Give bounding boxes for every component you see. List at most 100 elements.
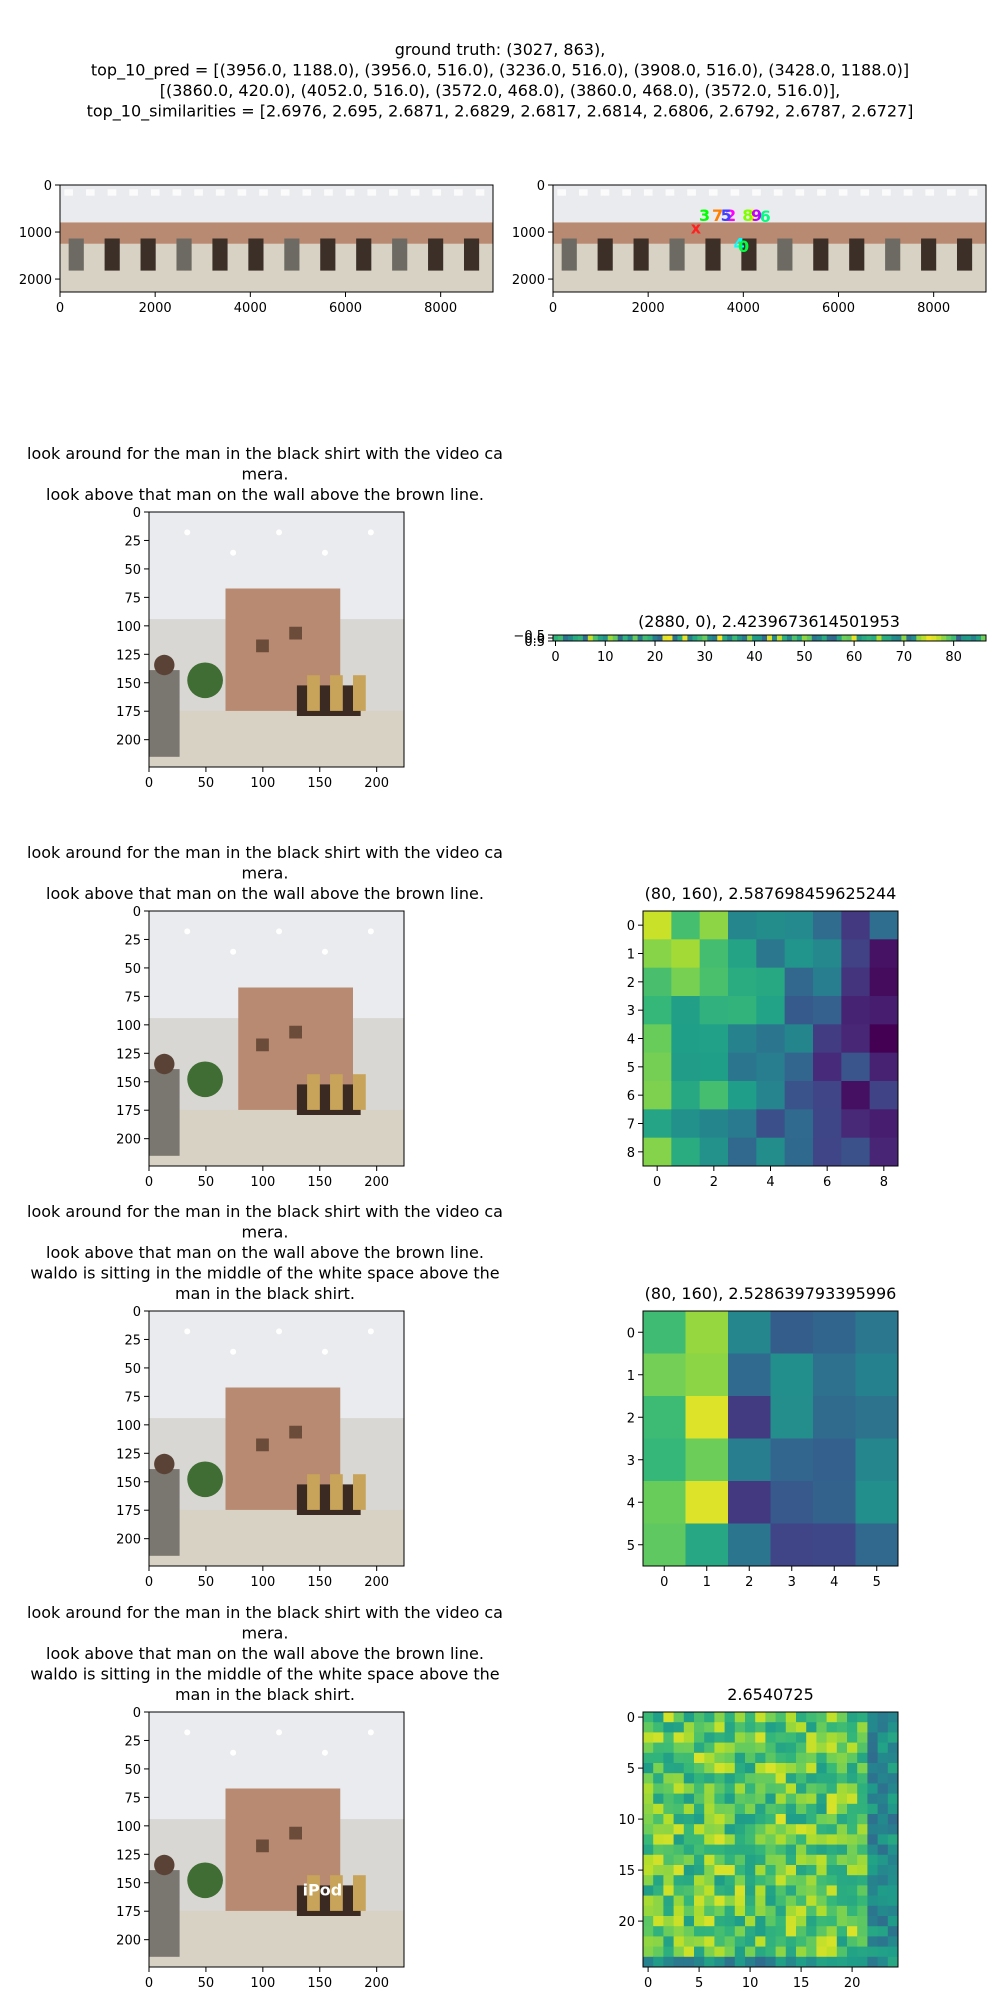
grid-25-cell — [796, 1773, 807, 1784]
grid-25-cell — [643, 1834, 654, 1845]
strip-cell — [687, 635, 693, 641]
pano-figure — [176, 238, 192, 271]
grid-25-cell — [704, 1752, 715, 1764]
grid-25-cell — [714, 1803, 725, 1815]
grid-25-cell — [663, 1783, 674, 1794]
grid-6-cell — [643, 1438, 686, 1482]
ceiling-light — [321, 1348, 328, 1355]
grid-25-cell — [734, 1885, 746, 1896]
strip-cell — [737, 635, 743, 641]
grid-25-cell — [714, 1773, 725, 1784]
strip-cell — [811, 635, 818, 641]
grid-25-cell — [734, 1722, 746, 1733]
grid-25-cell — [867, 1712, 878, 1723]
grid-25-cell — [755, 1722, 766, 1733]
strip-cell — [786, 635, 793, 641]
grid-6-cell — [643, 1396, 686, 1439]
grid-25-cell — [877, 1854, 889, 1866]
grid-25-cell — [704, 1946, 715, 1958]
grid-25-cell — [663, 1793, 674, 1805]
grid-25-cell — [857, 1905, 868, 1917]
grid-25-cell — [775, 1885, 787, 1896]
grid-25-cell — [643, 1956, 654, 1968]
grid-9-cell — [699, 1109, 729, 1139]
grid-25-cell — [806, 1926, 817, 1937]
strip-ytick-label: −0.5 — [513, 629, 545, 644]
view-2-xtick-label: 100 — [250, 1175, 275, 1190]
pano-light — [687, 189, 696, 196]
grid-6-cell — [770, 1523, 814, 1567]
view-3-xtick-label: 0 — [145, 1575, 153, 1590]
grid-25-cell — [867, 1854, 878, 1866]
grid-25-cell — [877, 1722, 889, 1733]
chair — [307, 1474, 320, 1510]
grid-25-cell — [734, 1946, 746, 1958]
pano-light — [345, 189, 355, 196]
grid-6-cell — [685, 1353, 729, 1397]
grid-25-cell — [806, 1763, 817, 1774]
strip-cell — [622, 635, 629, 641]
strip-cell — [692, 635, 698, 641]
grid-25-cell — [694, 1722, 705, 1733]
pano-figure — [392, 238, 408, 271]
grid-25-cell — [745, 1712, 756, 1723]
grid-6-xtick-label: 0 — [660, 1575, 668, 1590]
grid-25-cell — [755, 1844, 766, 1856]
grid-9-cell — [813, 1137, 842, 1167]
grid-25-cell — [867, 1905, 878, 1917]
grid-9-cell — [784, 911, 814, 940]
grid-25-cell — [785, 1752, 797, 1764]
grid-25-cell — [847, 1793, 858, 1805]
strip-cell — [926, 635, 932, 641]
grid-25-cell — [806, 1834, 817, 1845]
grid-25-cell — [755, 1895, 766, 1907]
grid-25-cell — [806, 1946, 817, 1958]
pano-light — [129, 189, 138, 196]
strip-cell — [896, 635, 902, 641]
chair — [330, 675, 343, 711]
grid-9-cell — [841, 1052, 871, 1082]
chair — [330, 1074, 343, 1110]
grid-6-cell — [770, 1311, 814, 1354]
grid-25-cell — [775, 1814, 787, 1825]
strip-xtick-label: 60 — [846, 650, 863, 665]
grid-25-cell — [704, 1885, 715, 1896]
grid-6-cell — [855, 1523, 899, 1567]
strip-cell — [757, 635, 763, 641]
grid-25-cell — [704, 1916, 715, 1927]
grid-25-cell — [847, 1854, 858, 1866]
grid-25-cell — [755, 1814, 766, 1825]
pano-light — [324, 189, 333, 196]
pano-left-xtick-label: 0 — [56, 301, 64, 316]
view-2-title: mera. — [242, 864, 289, 883]
strip-cell — [971, 635, 977, 641]
pano-light — [64, 189, 73, 196]
grid-25-cell — [745, 1763, 756, 1774]
grid-25-cell — [724, 1875, 736, 1886]
grid-9-cell — [841, 939, 871, 969]
grid-25-cell — [836, 1956, 848, 1968]
grid-25-cell — [694, 1916, 705, 1927]
grid-25-cell — [683, 1763, 695, 1774]
grid-25-cell — [785, 1763, 797, 1774]
strip-xtick-label: 30 — [697, 650, 714, 665]
grid-9-cell — [756, 1024, 786, 1054]
view-1-ytick-label: 25 — [124, 534, 141, 549]
view-2-ytick-label: 125 — [116, 1047, 141, 1062]
ceiling-light — [230, 1348, 237, 1355]
view-1-ytick-label: 50 — [124, 563, 141, 578]
grid-25-cell — [836, 1773, 848, 1784]
ceiling-light — [184, 1328, 191, 1335]
grid-9-cell — [841, 1024, 871, 1054]
strip-cell — [697, 635, 703, 641]
chair — [353, 1875, 366, 1911]
view-4-title: man in the black shirt. — [175, 1685, 355, 1704]
grid-25-cell — [755, 1926, 766, 1937]
grid-9-cell — [813, 1024, 842, 1054]
pano-figure — [104, 238, 120, 271]
pano-right-frame — [552, 184, 987, 293]
grid-25-cell — [683, 1926, 695, 1937]
grid-25-cell — [704, 1854, 715, 1866]
grid-25-cell — [755, 1763, 766, 1774]
view-3-title: waldo is sitting in the middle of the wh… — [30, 1264, 499, 1283]
